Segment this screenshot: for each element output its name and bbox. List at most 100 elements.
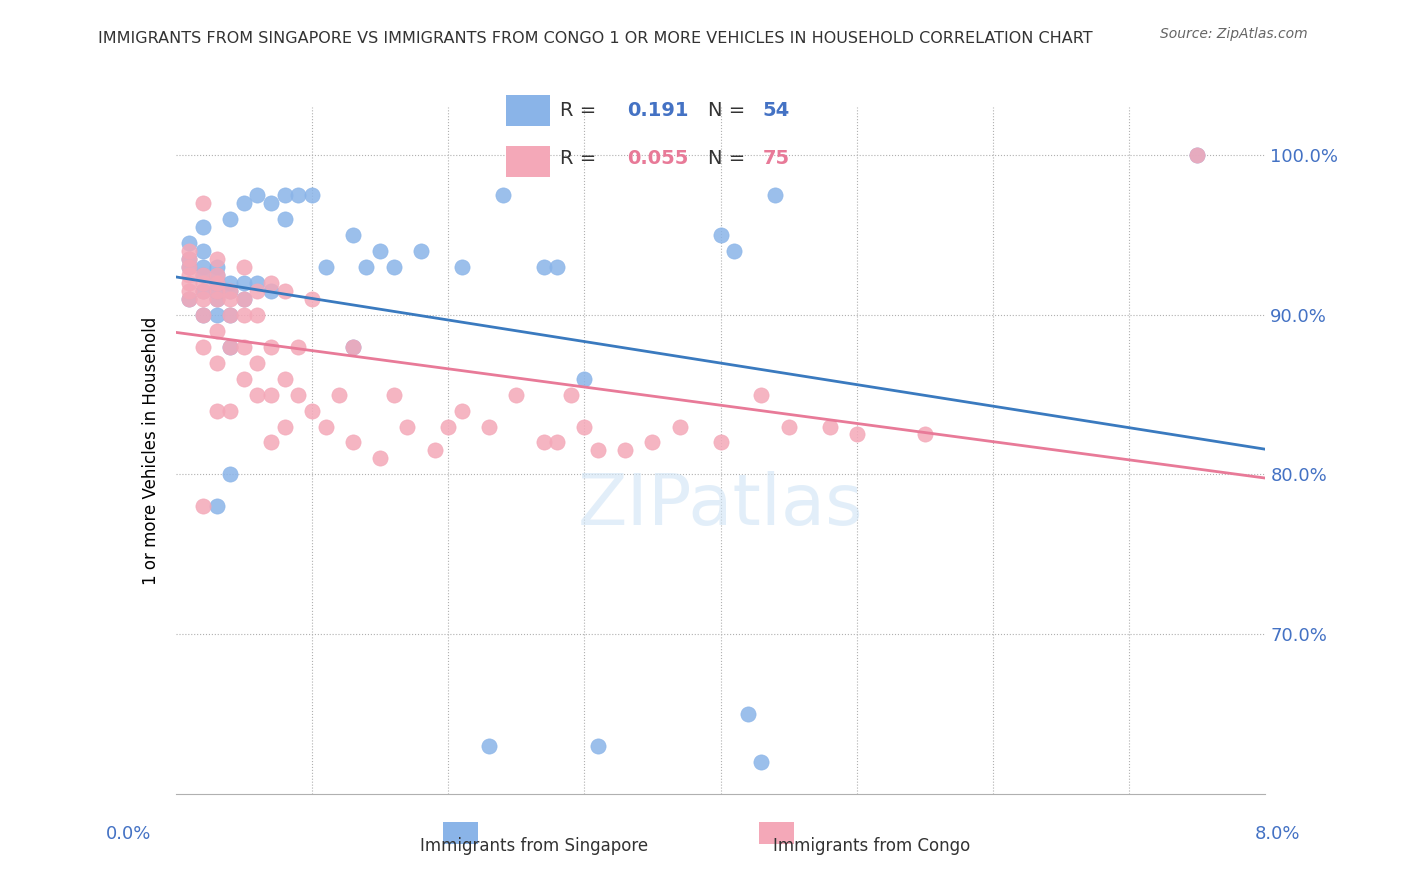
Point [205, 324, 228, 338]
Point [179, 252, 201, 266]
Point [641, 435, 664, 450]
Point [219, 276, 242, 290]
Point [219, 340, 242, 354]
Point [232, 260, 254, 274]
Point [179, 260, 201, 274]
Point [246, 187, 269, 202]
Point [560, 387, 582, 401]
Point [219, 467, 242, 482]
Point [205, 356, 228, 370]
Point [246, 387, 269, 401]
Text: 0.191: 0.191 [627, 101, 689, 120]
Point [205, 500, 228, 514]
Point [232, 371, 254, 385]
Point [232, 308, 254, 322]
Text: IMMIGRANTS FROM SINGAPORE VS IMMIGRANTS FROM CONGO 1 OR MORE VEHICLES IN HOUSEHO: IMMIGRANTS FROM SINGAPORE VS IMMIGRANTS … [98, 31, 1092, 46]
Text: 0.055: 0.055 [627, 149, 689, 168]
Point [546, 260, 568, 274]
Point [260, 340, 283, 354]
Point [232, 292, 254, 306]
Point [205, 284, 228, 298]
Point [246, 356, 269, 370]
Point [710, 435, 733, 450]
Point [205, 308, 228, 322]
Point [260, 284, 283, 298]
Point [219, 308, 242, 322]
Point [232, 276, 254, 290]
Point [546, 435, 568, 450]
Point [179, 260, 201, 274]
Point [191, 195, 214, 210]
Point [205, 403, 228, 417]
Point [423, 443, 446, 458]
Point [533, 435, 555, 450]
Point [205, 292, 228, 306]
Point [315, 419, 337, 434]
Point [778, 419, 800, 434]
Point [274, 419, 297, 434]
Text: N =: N = [709, 149, 752, 168]
Point [246, 276, 269, 290]
Point [287, 387, 309, 401]
Text: 75: 75 [762, 149, 789, 168]
Point [342, 340, 364, 354]
Point [260, 195, 283, 210]
Point [396, 419, 419, 434]
Point [409, 244, 432, 258]
Point [723, 244, 745, 258]
Text: ZIPatlas: ZIPatlas [578, 471, 863, 540]
Point [179, 284, 201, 298]
Text: 8.0%: 8.0% [1256, 825, 1301, 843]
Point [260, 435, 283, 450]
Point [845, 427, 868, 442]
Text: 54: 54 [762, 101, 790, 120]
Point [205, 252, 228, 266]
Point [274, 211, 297, 226]
Point [342, 435, 364, 450]
Point [179, 268, 201, 282]
Point [668, 419, 690, 434]
Point [191, 276, 214, 290]
Point [191, 284, 214, 298]
Point [205, 260, 228, 274]
Point [478, 419, 501, 434]
Point [191, 219, 214, 234]
Point [191, 308, 214, 322]
Point [818, 419, 841, 434]
Point [260, 387, 283, 401]
Point [205, 276, 228, 290]
Point [179, 235, 201, 250]
Point [287, 340, 309, 354]
Point [301, 403, 323, 417]
Point [205, 268, 228, 282]
Point [751, 387, 773, 401]
Point [191, 268, 214, 282]
Point [219, 292, 242, 306]
Point [368, 244, 391, 258]
Point [219, 284, 242, 298]
Point [205, 268, 228, 282]
Point [382, 387, 405, 401]
Point [219, 308, 242, 322]
Point [301, 292, 323, 306]
Point [492, 187, 515, 202]
Point [191, 308, 214, 322]
Point [737, 706, 759, 721]
Point [205, 292, 228, 306]
Point [179, 276, 201, 290]
Bar [506, 146, 550, 177]
Point [205, 284, 228, 298]
Point [260, 276, 283, 290]
Point [1187, 148, 1209, 162]
Point [301, 187, 323, 202]
Point [287, 187, 309, 202]
Point [191, 260, 214, 274]
Point [205, 276, 228, 290]
Point [614, 443, 637, 458]
Point [246, 308, 269, 322]
Point [574, 419, 596, 434]
Point [191, 292, 214, 306]
Point [191, 284, 214, 298]
Text: Immigrants from Singapore: Immigrants from Singapore [420, 837, 648, 855]
Text: R =: R = [560, 101, 602, 120]
